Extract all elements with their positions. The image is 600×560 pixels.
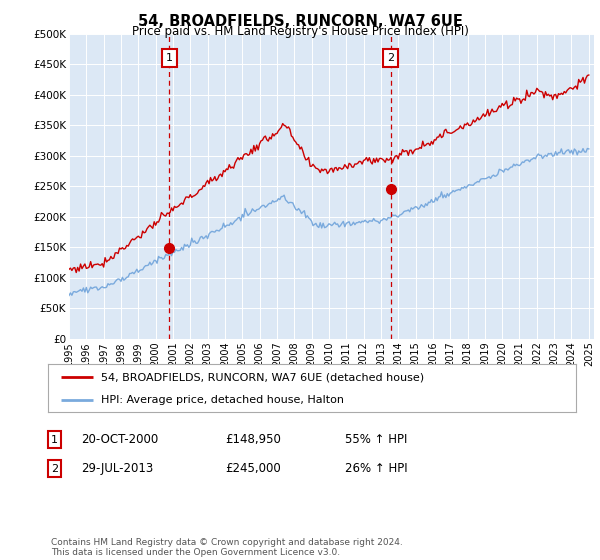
Text: Contains HM Land Registry data © Crown copyright and database right 2024.
This d: Contains HM Land Registry data © Crown c… (51, 538, 403, 557)
Text: 1: 1 (51, 435, 58, 445)
Text: 29-JUL-2013: 29-JUL-2013 (81, 462, 153, 475)
Text: 54, BROADFIELDS, RUNCORN, WA7 6UE (detached house): 54, BROADFIELDS, RUNCORN, WA7 6UE (detac… (101, 372, 424, 382)
Text: 1: 1 (166, 53, 173, 63)
Text: 2: 2 (51, 464, 58, 474)
Text: 2: 2 (388, 53, 394, 63)
Text: 54, BROADFIELDS, RUNCORN, WA7 6UE: 54, BROADFIELDS, RUNCORN, WA7 6UE (137, 14, 463, 29)
Text: Price paid vs. HM Land Registry's House Price Index (HPI): Price paid vs. HM Land Registry's House … (131, 25, 469, 38)
Text: £245,000: £245,000 (225, 462, 281, 475)
Text: HPI: Average price, detached house, Halton: HPI: Average price, detached house, Halt… (101, 395, 344, 405)
Text: 55% ↑ HPI: 55% ↑ HPI (345, 433, 407, 446)
Text: 20-OCT-2000: 20-OCT-2000 (81, 433, 158, 446)
Text: £148,950: £148,950 (225, 433, 281, 446)
Text: 26% ↑ HPI: 26% ↑ HPI (345, 462, 407, 475)
